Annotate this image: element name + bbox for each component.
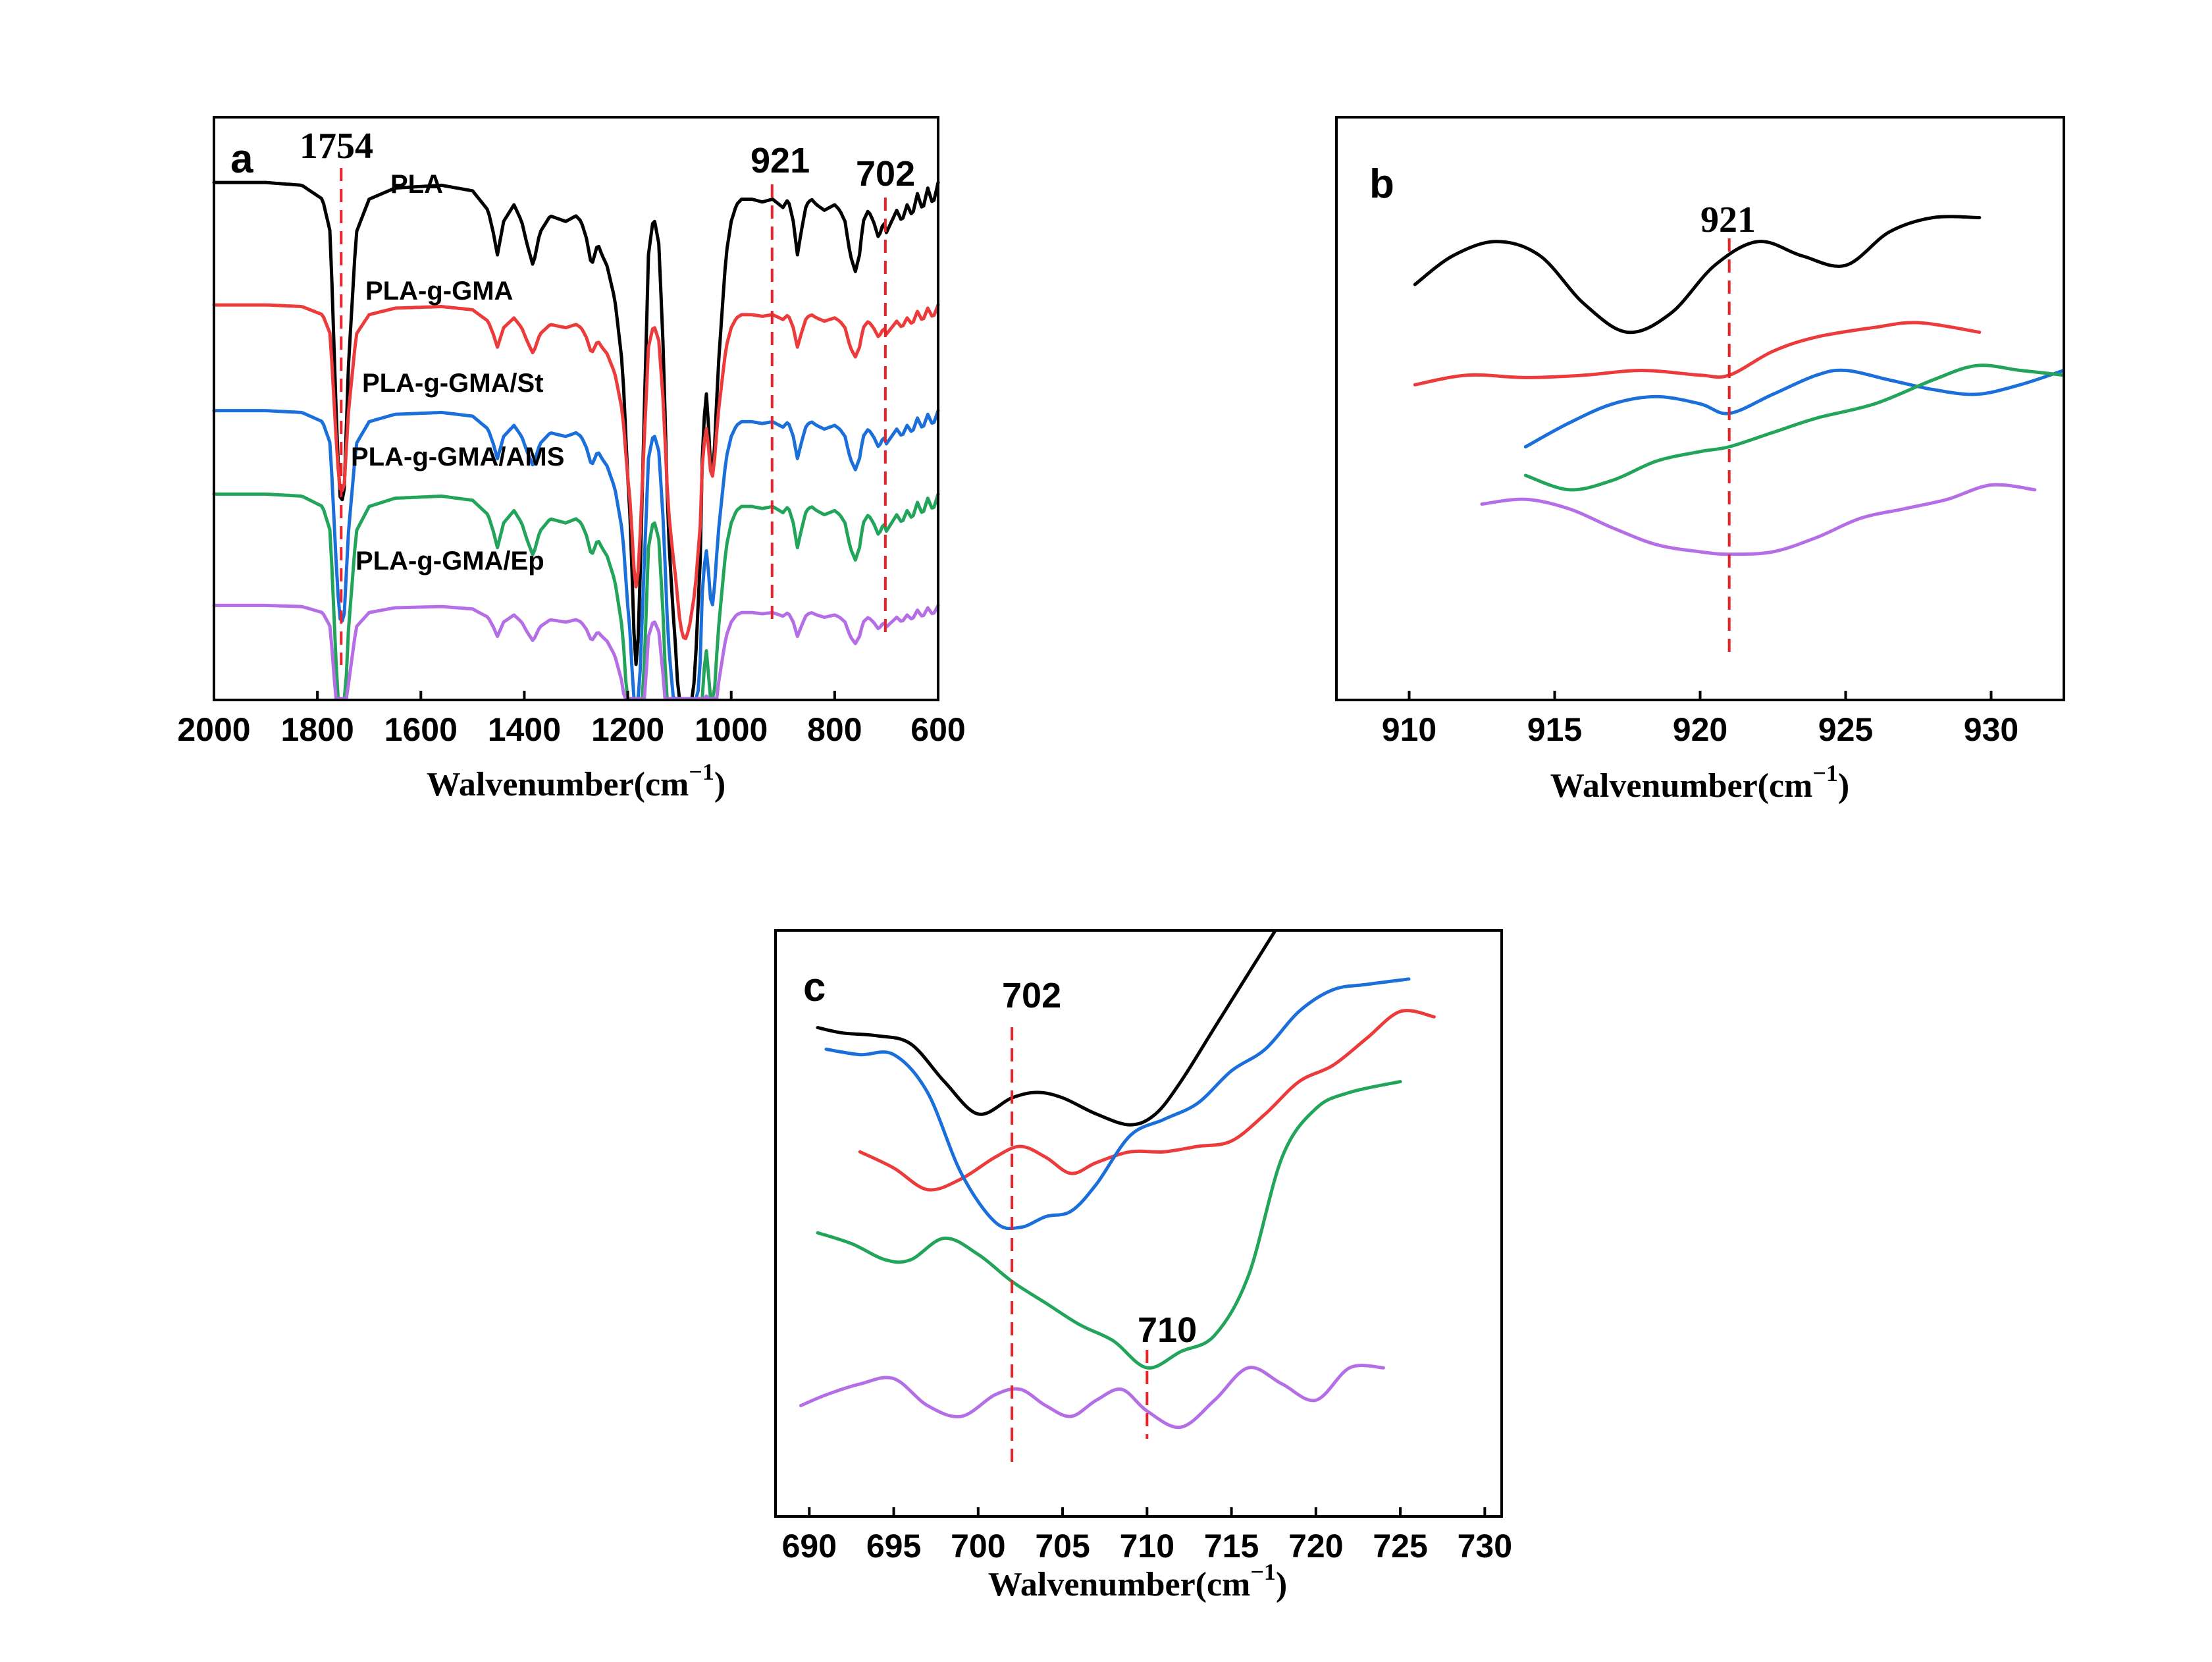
panel-b-tick-label-910: 910: [1382, 711, 1436, 748]
panel-c-tick-label-690: 690: [782, 1528, 837, 1565]
panel-c: 690 695 700 705 710 715 720 725 730 c 702 710 Wa…: [774, 929, 1512, 1603]
panel-a-tick-label-800: 800: [807, 711, 862, 748]
panel-a-x-ticks: 2000 1800 1600 1400 1200 1000 800 600: [177, 691, 966, 748]
panel-b-letter: b: [1369, 161, 1394, 207]
panel-a-series-label-pla-g-gma: PLA-g-GMA: [365, 277, 513, 306]
panel-a-marker-label-1754: 1754: [300, 126, 373, 167]
panel-c-tick-label-705: 705: [1035, 1528, 1090, 1565]
panel-a-curves: [212, 180, 940, 701]
panel-a: 2000 1800 1600 1400 1200 1000 800 600 a 1754 92…: [177, 116, 966, 803]
panel-c-tick-label-700: 700: [951, 1528, 1005, 1565]
panel-c-series-pla: [816, 930, 1278, 1127]
panel-c-x-axis-label: Walvenumber(cm−1): [988, 1559, 1287, 1603]
panel-a-tick-label-1000: 1000: [695, 711, 768, 748]
panel-c-series-pla-g-gma-ams: [816, 1080, 1402, 1370]
panel-c-tick-label-695: 695: [866, 1528, 921, 1565]
panel-b-series-pla-g-gma-ams: [1523, 363, 2064, 492]
panel-c-tick-label-715: 715: [1204, 1528, 1259, 1565]
panel-a-letter: a: [230, 136, 253, 182]
panel-a-tick-label-1600: 1600: [384, 711, 458, 748]
panel-b-series-pla-g-gma: [1413, 321, 1982, 387]
panel-b-series-pla-g-gma-st: [1523, 368, 2064, 448]
panel-b-marker-label-921: 921: [1700, 200, 1756, 240]
panel-b-tick-label-920: 920: [1673, 711, 1727, 748]
panel-a-series-pla-g-gma: [212, 303, 940, 641]
panel-c-plot-area: [776, 930, 1502, 1516]
panel-b-x-ticks: 910 915 920 925 930: [1382, 691, 2018, 748]
panel-b-plot-area: [1336, 117, 2064, 700]
panel-c-tick-label-725: 725: [1373, 1528, 1427, 1565]
panel-a-marker-label-702: 702: [856, 154, 915, 194]
panel-a-tick-label-1200: 1200: [591, 711, 664, 748]
panel-a-tick-label-1800: 1800: [281, 711, 354, 748]
panel-c-curves: [799, 930, 1436, 1430]
panel-c-marker-label-702: 702: [1002, 976, 1061, 1015]
panel-a-series-pla-g-gma-ams: [212, 492, 940, 701]
panel-a-series-label-pla-g-gma-ep: PLA-g-GMA/Ep: [356, 547, 544, 576]
panel-b-series-pla: [1413, 215, 1982, 335]
panel-b-tick-label-925: 925: [1818, 711, 1873, 748]
panel-b-curves: [1413, 215, 2064, 556]
panel-a-tick-label-2000: 2000: [177, 711, 250, 748]
panel-a-marker-label-921: 921: [750, 141, 810, 180]
panel-b-tick-label-930: 930: [1964, 711, 2018, 748]
panel-a-series-pla-g-gma-ep: [212, 603, 940, 701]
panel-c-frame: [774, 929, 1503, 1518]
panel-a-frame: [213, 116, 939, 701]
panel-c-series-pla-g-gma-st: [824, 977, 1411, 1231]
panel-c-series-pla-g-gma: [858, 1009, 1436, 1192]
panel-a-x-axis-label: Walvenumber(cm−1): [427, 759, 725, 803]
panel-a-series-label-pla-g-gma-st: PLA-g-GMA/St: [362, 369, 544, 398]
panel-a-series-pla-g-gma-st: [212, 409, 940, 701]
panel-a-tick-label-1400: 1400: [488, 711, 561, 748]
panel-c-series-pla-g-gma-ep: [799, 1364, 1385, 1430]
panel-b-x-axis-label: Walvenumber(cm−1): [1550, 760, 1849, 805]
panel-b-series-pla-g-gma-ep: [1480, 483, 2037, 556]
panel-c-tick-label-730: 730: [1458, 1528, 1512, 1565]
panel-b: 910 915 920 925 930 b 921 Walvenumber(cm−1): [1335, 116, 2065, 805]
panel-a-series-label-pla-g-gma-ams: PLA-g-GMA/AMS: [351, 442, 564, 471]
panel-a-markers: [340, 168, 887, 665]
panel-c-marker-label-710: 710: [1138, 1310, 1197, 1350]
panel-c-tick-label-720: 720: [1288, 1528, 1343, 1565]
panel-c-letter: c: [803, 965, 826, 1010]
panel-c-x-ticks: 690 695 700 705 710 715 720 725 730: [782, 1507, 1512, 1565]
panel-c-tick-label-710: 710: [1120, 1528, 1174, 1565]
panel-a-tick-label-600: 600: [910, 711, 965, 748]
panel-a-series-pla: [212, 180, 940, 701]
panel-a-series-label-pla: PLA: [390, 170, 443, 199]
panel-b-tick-label-915: 915: [1527, 711, 1582, 748]
panel-c-markers: [1011, 1027, 1149, 1463]
